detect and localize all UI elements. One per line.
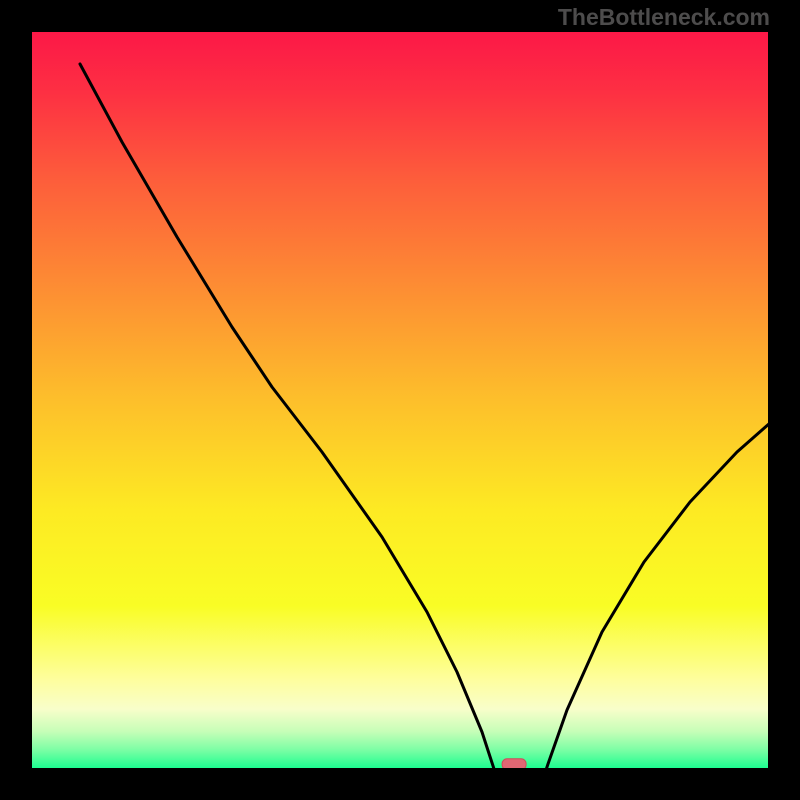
trough-marker xyxy=(502,759,526,768)
v-curve xyxy=(80,64,768,768)
curve-layer xyxy=(32,32,768,768)
attribution-text: TheBottleneck.com xyxy=(558,4,770,31)
plot-area xyxy=(32,32,768,768)
figure-container: TheBottleneck.com xyxy=(0,0,800,800)
